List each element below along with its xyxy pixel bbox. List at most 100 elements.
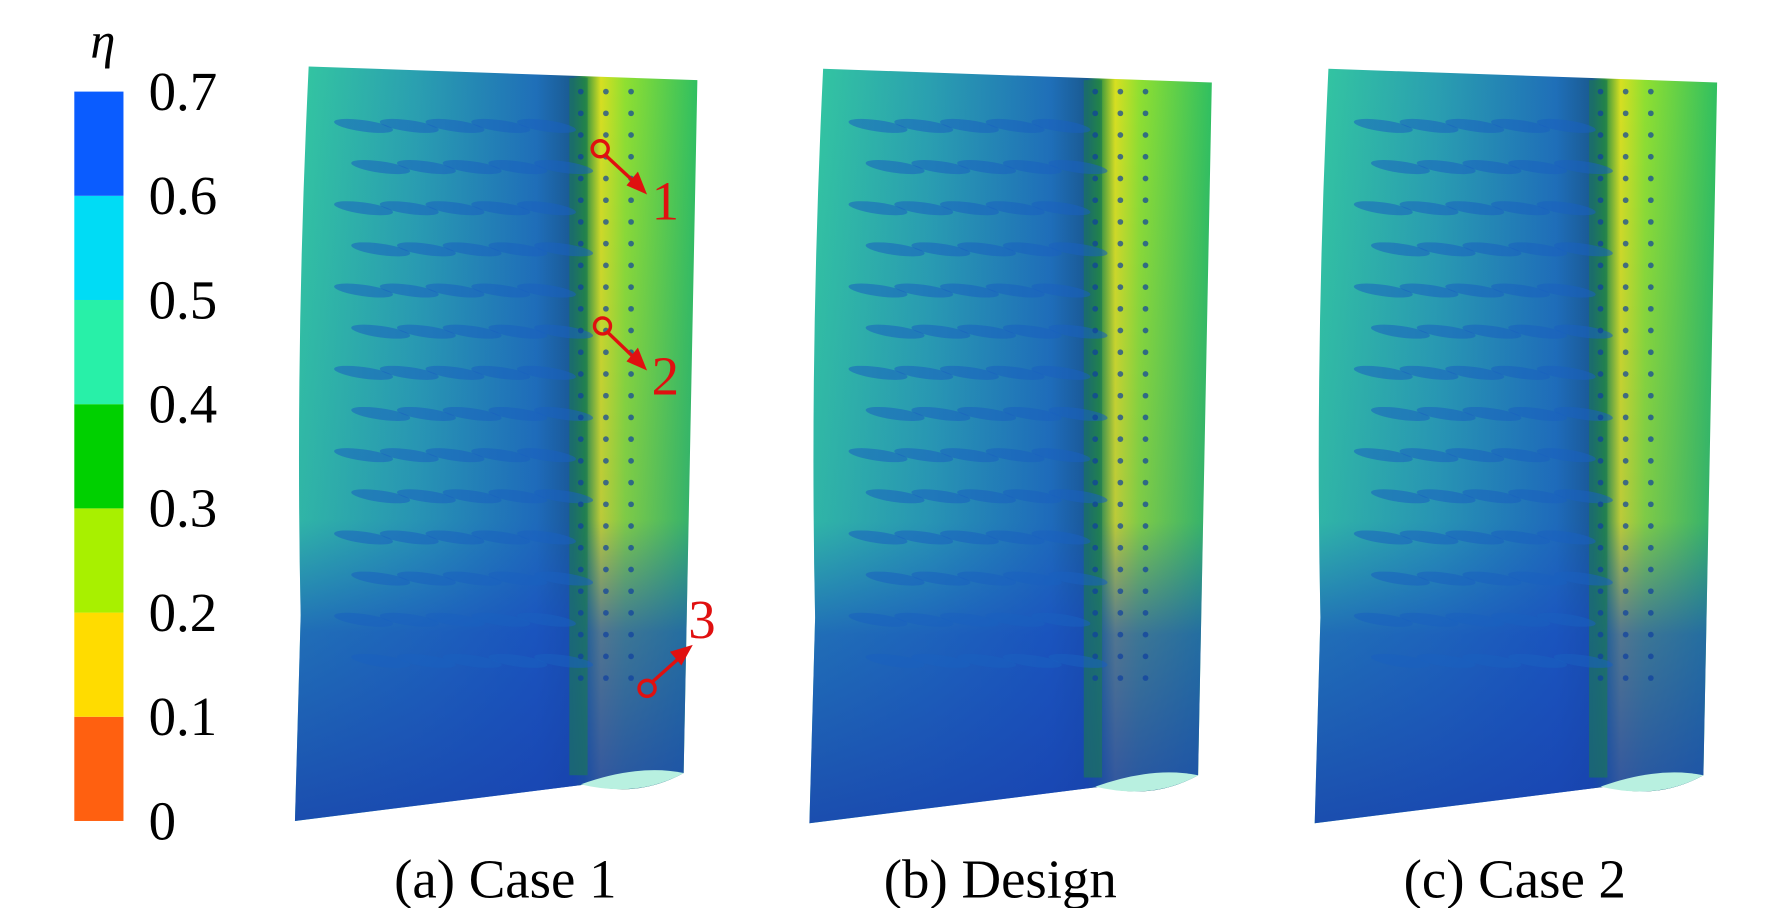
streak <box>534 571 594 586</box>
streak <box>379 365 439 380</box>
streak <box>1399 448 1459 463</box>
hole <box>1092 284 1099 290</box>
hole <box>1117 392 1124 399</box>
streak <box>1371 160 1430 175</box>
annotation: 3 <box>688 589 715 650</box>
streak <box>534 489 594 504</box>
hole <box>577 501 584 508</box>
hole <box>577 392 584 399</box>
streak <box>911 324 971 339</box>
streak <box>894 530 954 545</box>
streak <box>1416 242 1476 257</box>
streak <box>1553 242 1613 257</box>
streak <box>334 283 393 298</box>
hole <box>577 262 584 269</box>
panel-caption: (a) Case 1 <box>394 849 616 908</box>
streak <box>1508 324 1568 339</box>
hole <box>628 523 634 529</box>
hole <box>577 610 584 616</box>
hole <box>1142 197 1149 204</box>
streak <box>1371 571 1430 586</box>
streak <box>1536 530 1596 545</box>
hole <box>1142 305 1149 312</box>
streak <box>1491 118 1550 133</box>
hole <box>1117 132 1124 138</box>
streak <box>488 160 548 175</box>
hole <box>1622 175 1629 182</box>
streak <box>1353 201 1413 216</box>
hole <box>577 175 584 182</box>
streak <box>517 118 576 133</box>
hole <box>603 197 609 204</box>
hole <box>628 653 634 660</box>
colorbar-band <box>74 195 124 300</box>
streak <box>488 571 548 586</box>
hole <box>1092 458 1099 464</box>
hole <box>628 675 634 681</box>
hole <box>1142 675 1149 681</box>
streak <box>911 571 971 586</box>
streak <box>488 489 548 504</box>
streak <box>1462 324 1522 339</box>
hole <box>1622 588 1629 595</box>
hole <box>1622 88 1629 95</box>
arrow-heads <box>626 171 693 666</box>
streak <box>1048 489 1108 504</box>
hole <box>1647 240 1654 247</box>
hole <box>1117 153 1124 160</box>
streak <box>865 324 925 339</box>
streak <box>1491 612 1550 627</box>
hole <box>603 675 609 681</box>
hole <box>1092 610 1099 616</box>
hole <box>577 88 584 95</box>
hole <box>1142 653 1149 660</box>
hole <box>628 501 634 508</box>
hole <box>603 371 609 377</box>
streak <box>1553 653 1613 668</box>
colorbar-band <box>74 404 124 509</box>
streak <box>1002 242 1062 257</box>
streak <box>442 571 502 586</box>
hole <box>1622 458 1629 464</box>
streak <box>957 324 1017 339</box>
hole <box>1622 327 1629 334</box>
hole <box>603 110 609 117</box>
streak <box>425 283 485 298</box>
hole <box>1142 219 1149 225</box>
streak <box>940 612 999 627</box>
streak <box>1416 324 1476 339</box>
hole <box>1092 153 1099 160</box>
streak <box>1536 365 1596 380</box>
hole <box>603 653 609 660</box>
hole <box>1092 132 1099 138</box>
hole <box>1597 414 1604 421</box>
streak <box>1508 489 1568 504</box>
streak <box>957 160 1017 175</box>
hole <box>628 88 634 95</box>
hole <box>1092 88 1099 95</box>
streak <box>334 530 393 545</box>
streak <box>425 448 485 463</box>
streak <box>848 448 908 463</box>
hole <box>628 219 634 225</box>
hole <box>1142 371 1149 377</box>
streak <box>865 406 925 421</box>
hole <box>1117 610 1124 616</box>
streak <box>488 324 548 339</box>
streak <box>1353 612 1413 627</box>
hole <box>603 631 609 638</box>
streak <box>1399 201 1459 216</box>
streak <box>940 201 999 216</box>
streak <box>488 653 548 668</box>
colorbar-tick-label: 0.4 <box>149 373 218 434</box>
streak <box>865 160 925 175</box>
streak <box>865 242 925 257</box>
hole <box>1092 501 1099 508</box>
streak <box>1416 653 1476 668</box>
hole <box>577 675 584 681</box>
hole <box>1597 284 1604 290</box>
streak <box>396 242 456 257</box>
hole <box>1597 544 1604 551</box>
hole <box>1597 501 1604 508</box>
panel-caption: (b) Design <box>884 849 1117 908</box>
